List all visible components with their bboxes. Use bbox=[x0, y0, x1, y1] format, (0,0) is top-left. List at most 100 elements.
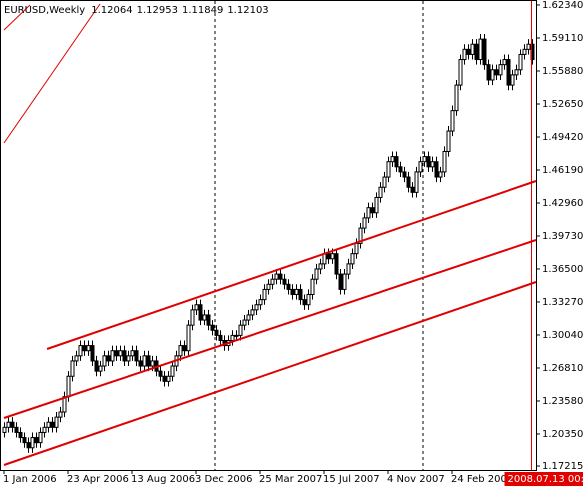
candle-body bbox=[186, 324, 191, 352]
candle-body bbox=[250, 309, 255, 316]
candle-body bbox=[434, 161, 439, 178]
y-tick-label: 1.20350 bbox=[542, 429, 583, 440]
candle-body bbox=[498, 64, 503, 76]
candle-body bbox=[122, 350, 127, 362]
candle-body bbox=[246, 314, 251, 321]
candle-body bbox=[98, 365, 103, 372]
header-high: 1.12953 bbox=[137, 5, 178, 16]
candle-body bbox=[354, 242, 359, 255]
candle-body bbox=[238, 324, 243, 336]
candle-body bbox=[254, 304, 259, 311]
candle-body bbox=[454, 84, 459, 112]
header: EURUSD,Weekly 1.12064 1.12953 1.11849 1.1210… bbox=[4, 5, 269, 16]
candle-body bbox=[510, 74, 515, 86]
candle-body bbox=[218, 334, 223, 341]
candle-body bbox=[46, 421, 51, 428]
candle-body bbox=[266, 283, 271, 290]
candle-body bbox=[482, 38, 487, 66]
candle-body bbox=[18, 431, 23, 439]
trend-line bbox=[3, 4, 31, 31]
candle-body bbox=[34, 437, 39, 444]
candle-body bbox=[202, 314, 207, 321]
candle-body bbox=[50, 421, 55, 428]
header-close: 1.12103 bbox=[227, 5, 268, 16]
candle-body bbox=[262, 288, 267, 301]
candle-body bbox=[326, 253, 331, 260]
y-tick-label: 1.52650 bbox=[542, 99, 583, 110]
candle-body bbox=[22, 437, 27, 444]
candle-body bbox=[358, 227, 363, 244]
candle-body bbox=[178, 345, 183, 357]
candle-body bbox=[402, 171, 407, 178]
candle-body bbox=[282, 278, 287, 285]
candle-body bbox=[286, 283, 291, 290]
candle-body bbox=[366, 207, 371, 219]
candle-body bbox=[102, 355, 107, 367]
candle-body bbox=[10, 421, 15, 428]
symbol: EURUSD,Weekly bbox=[4, 5, 85, 16]
candle-body bbox=[306, 294, 311, 306]
cursor-label: 2008.07.13 00:00 bbox=[508, 474, 583, 485]
y-tick-label: 1.62340 bbox=[542, 0, 583, 11]
candle-body bbox=[342, 273, 347, 290]
y-tick-label: 1.46190 bbox=[542, 165, 583, 176]
candle-body bbox=[522, 48, 527, 55]
candle-body bbox=[398, 166, 403, 173]
candle-body bbox=[418, 161, 423, 173]
candle-body bbox=[62, 396, 67, 413]
candle-body bbox=[362, 217, 367, 229]
candle-body bbox=[90, 345, 95, 362]
candle-body bbox=[378, 186, 383, 198]
candle-body bbox=[74, 355, 79, 362]
candle-body bbox=[302, 299, 307, 306]
candle-body bbox=[382, 176, 387, 188]
candle-body bbox=[42, 426, 47, 433]
candle-body bbox=[346, 263, 351, 275]
header-low: 1.11849 bbox=[182, 5, 223, 16]
candle-body bbox=[374, 196, 379, 214]
candle-body bbox=[230, 334, 235, 341]
candle-body bbox=[290, 288, 295, 296]
candle-body bbox=[78, 345, 83, 357]
candle-body bbox=[518, 53, 523, 71]
candle-body bbox=[166, 375, 171, 382]
candle-body bbox=[14, 426, 19, 433]
channel-line bbox=[3, 239, 537, 419]
candle-body bbox=[310, 278, 315, 296]
y-tick-label: 1.39730 bbox=[542, 231, 583, 242]
candle-body bbox=[506, 59, 511, 86]
candle-body bbox=[114, 350, 119, 357]
candle-body bbox=[6, 421, 11, 428]
candle-body bbox=[170, 365, 175, 377]
candle-body bbox=[462, 48, 467, 61]
candle-body bbox=[294, 288, 299, 296]
candle-body bbox=[502, 59, 507, 66]
candle-body bbox=[430, 161, 435, 168]
candle-body bbox=[330, 253, 335, 260]
candle-body bbox=[478, 38, 483, 61]
candle-body bbox=[258, 299, 263, 306]
candle-body bbox=[54, 416, 59, 428]
y-tick-label: 1.30040 bbox=[542, 330, 583, 341]
x-tick-label: 4 Nov 2007 bbox=[387, 474, 445, 485]
x-tick-label: 15 Jul 2007 bbox=[323, 474, 380, 485]
candle-body bbox=[234, 334, 239, 337]
candle-body bbox=[394, 156, 399, 168]
candle-body bbox=[466, 48, 471, 55]
candle-body bbox=[30, 437, 35, 449]
candle-body bbox=[414, 171, 419, 193]
candle-body bbox=[182, 345, 187, 352]
candle-body bbox=[26, 442, 31, 449]
x-tick-label: 3 Dec 2006 bbox=[195, 474, 253, 485]
candle-body bbox=[194, 304, 199, 311]
y-tick-label: 1.17215 bbox=[542, 461, 583, 472]
candle-body bbox=[494, 69, 499, 76]
candle-body bbox=[134, 350, 139, 362]
candle-body bbox=[210, 324, 215, 331]
candle-body bbox=[214, 329, 219, 336]
y-tick-label: 1.36500 bbox=[542, 264, 583, 275]
candle-body bbox=[490, 69, 495, 81]
candle-body bbox=[118, 350, 123, 357]
candle-body bbox=[390, 156, 395, 163]
